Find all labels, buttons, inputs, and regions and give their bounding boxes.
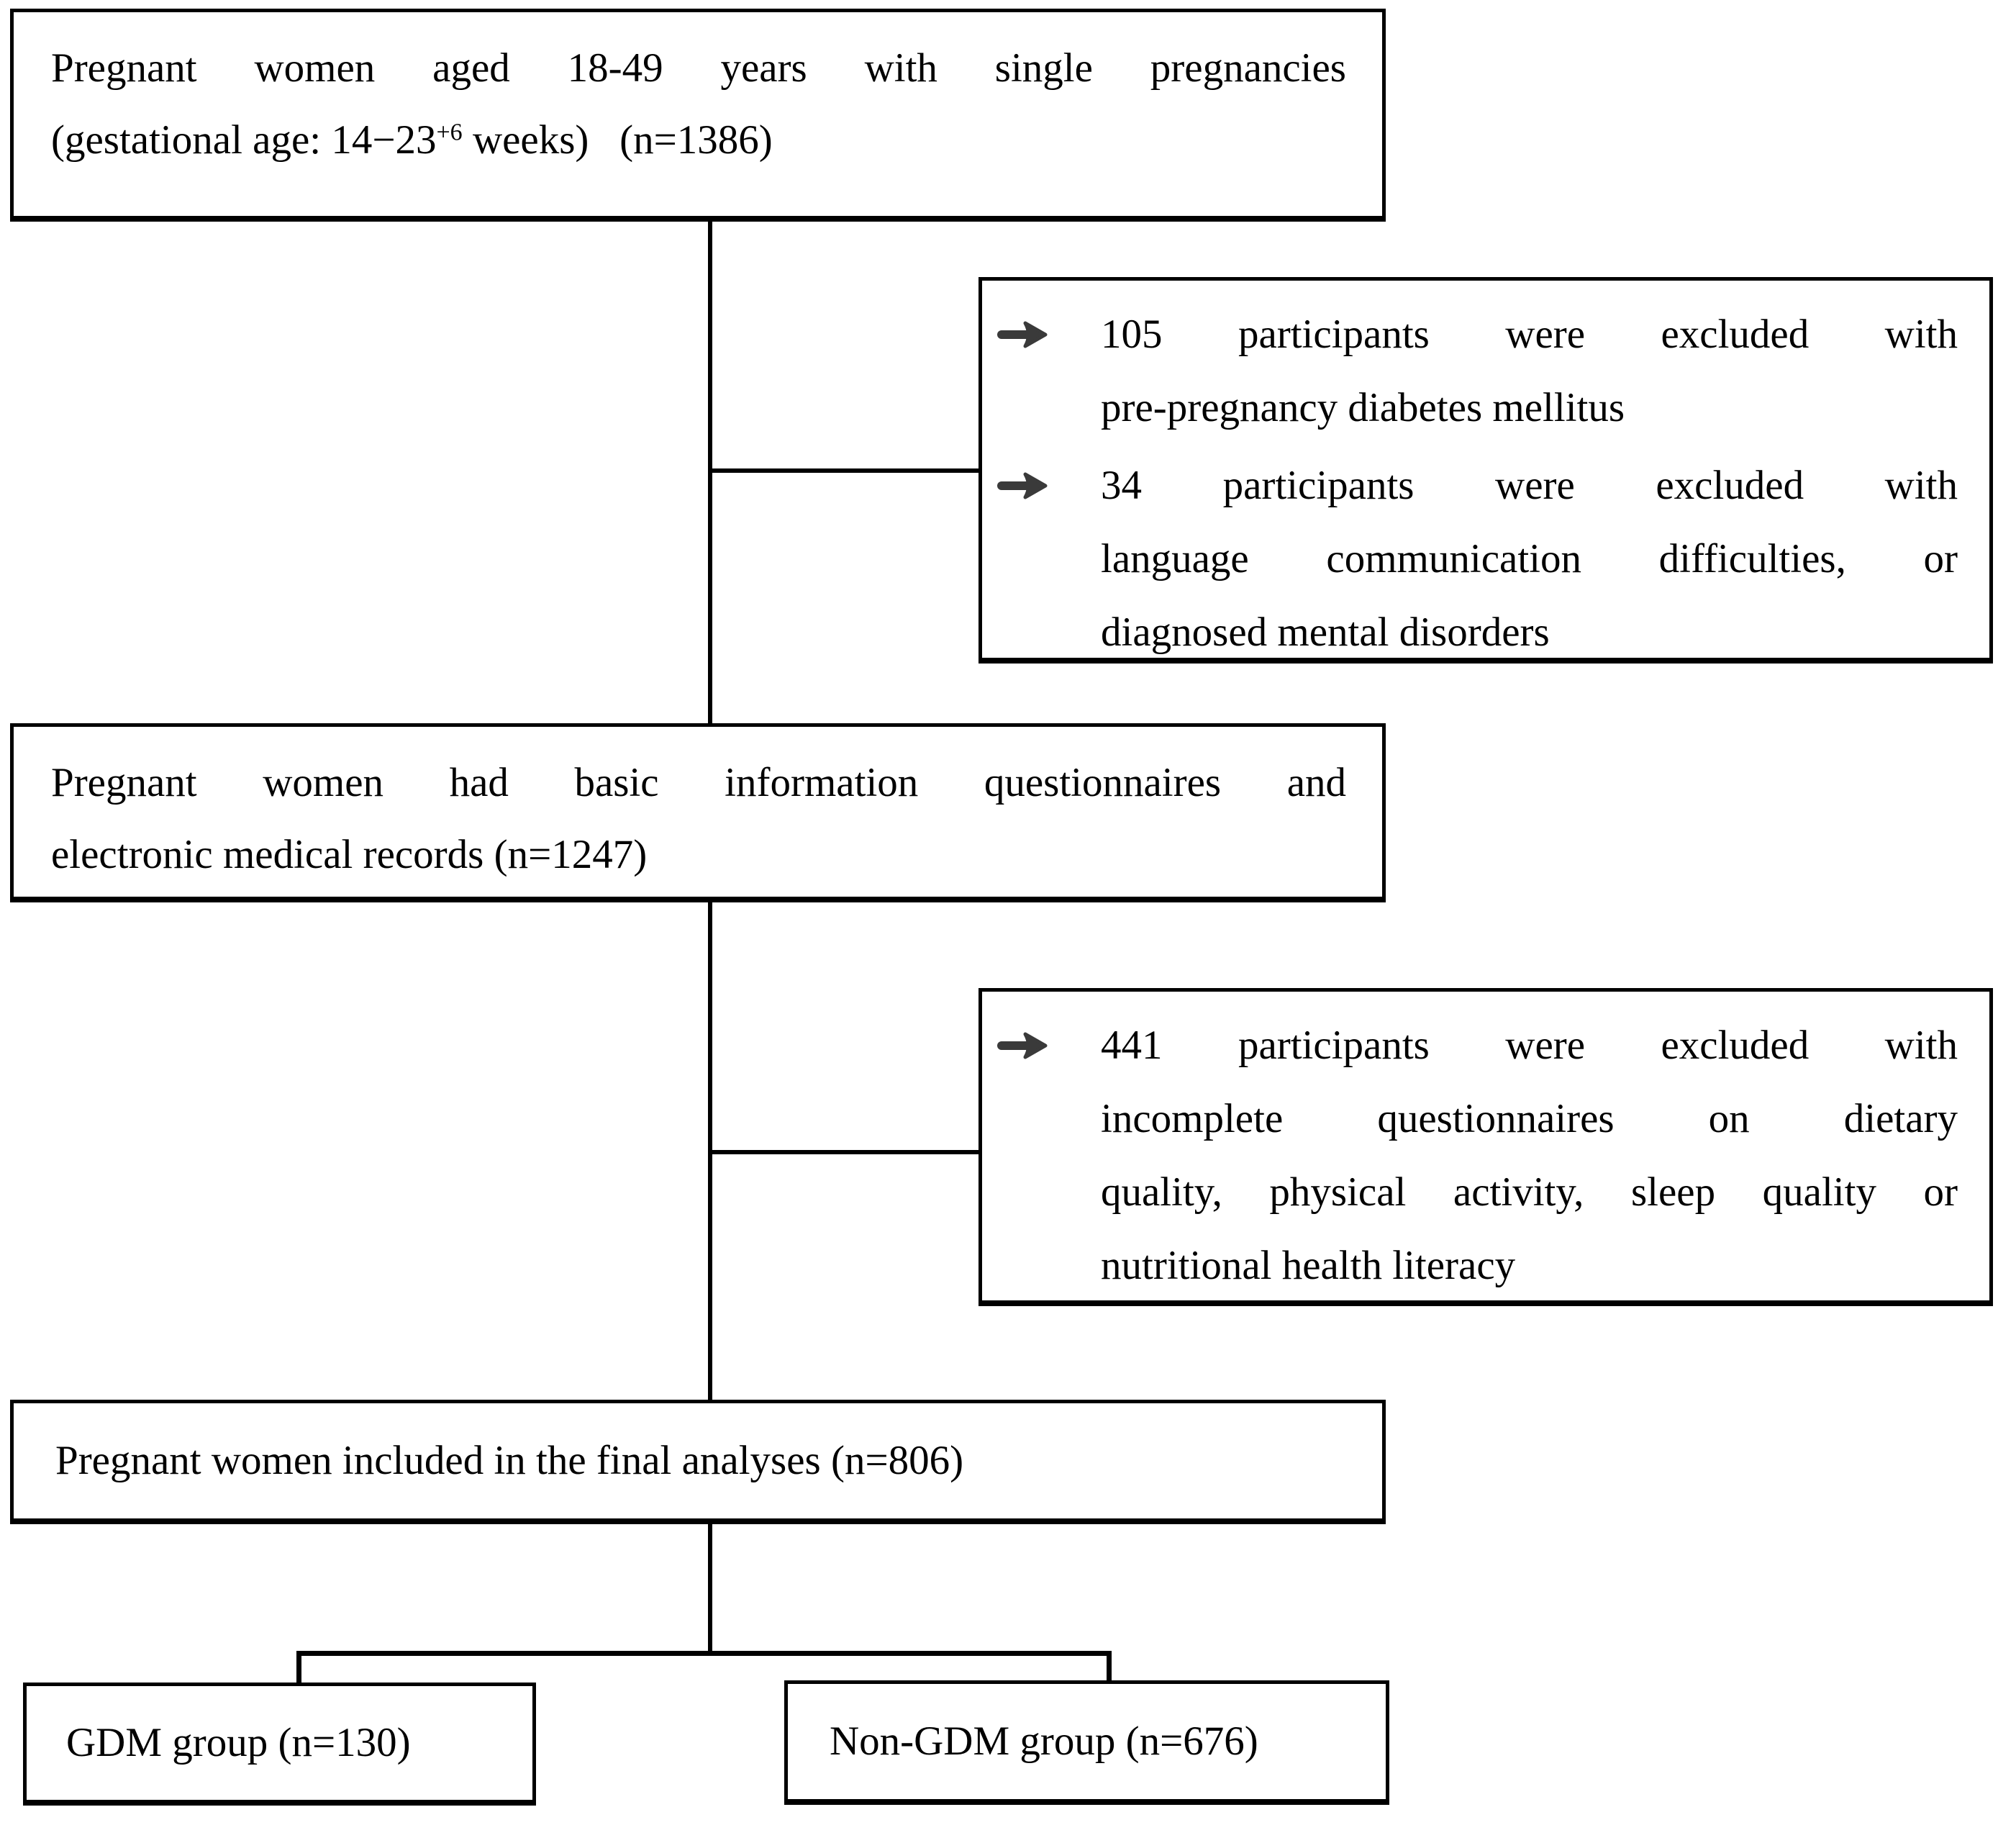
exclusion-item-text: 105 participants were excluded with pre-…	[1101, 298, 1958, 445]
gestational-age-text: (gestational age: 14−23	[51, 117, 437, 163]
connector-to-exclusion-2	[711, 1150, 979, 1154]
exclusion-line: 34 participants were excluded with	[1101, 463, 1958, 508]
connector-final-to-branch	[708, 1524, 712, 1655]
enrollment-box: Pregnant women aged 18-49 years with sin…	[10, 9, 1386, 222]
enrollment-count-text: weeks) (n=1386)	[462, 117, 773, 163]
enrollment-line-1: Pregnant women aged 18-49 years with sin…	[51, 45, 1346, 91]
exclusion-item: 441 participants were excluded with inco…	[996, 1009, 1958, 1303]
exclusion-line: 105 participants were excluded with	[1101, 312, 1958, 357]
branch-stub-gdm	[296, 1651, 301, 1685]
connector-to-exclusion-1	[711, 468, 979, 473]
exclusion-item-text: 34 participants were excluded with langu…	[1101, 449, 1958, 669]
exclusion-line: nutritional health literacy	[1101, 1243, 1516, 1288]
records-line-1: Pregnant women had basic information que…	[51, 760, 1346, 805]
branch-line	[296, 1651, 1112, 1656]
arrow-right-icon	[996, 298, 1101, 351]
records-box: Pregnant women had basic information que…	[10, 723, 1386, 902]
exclusion-item-text: 441 participants were excluded with inco…	[1101, 1009, 1958, 1303]
final-analyses-text: Pregnant women included in the final ana…	[55, 1438, 964, 1483]
exclusion-line: pre-pregnancy diabetes mellitus	[1101, 385, 1625, 430]
gestational-age-superscript: +6	[436, 119, 463, 146]
exclusion-line: incomplete questionnaires on dietary	[1101, 1096, 1958, 1141]
exclusion-line: language communication difficulties, or	[1101, 536, 1958, 581]
final-analyses-box: Pregnant women included in the final ana…	[10, 1400, 1386, 1524]
gdm-group-text: GDM group (n=130)	[66, 1720, 411, 1765]
exclusion-line: diagnosed mental disorders	[1101, 610, 1550, 655]
arrow-right-icon	[996, 449, 1101, 502]
records-line-2: electronic medical records (n=1247)	[51, 832, 648, 877]
exclusion-line: quality, physical activity, sleep qualit…	[1101, 1169, 1958, 1215]
connector-enrollment-to-records	[708, 222, 712, 725]
exclusion-item: 34 participants were excluded with langu…	[996, 449, 1958, 669]
arrow-right-icon	[996, 1009, 1101, 1062]
gdm-group-box: GDM group (n=130)	[23, 1683, 536, 1806]
connector-records-to-final	[708, 902, 712, 1402]
exclusion-box-1: 105 participants were excluded with pre-…	[979, 277, 1993, 664]
enrollment-line-2: (gestational age: 14−23+6 weeks) (n=1386…	[51, 104, 1346, 176]
exclusion-box-2: 441 participants were excluded with inco…	[979, 988, 1993, 1306]
non-gdm-group-text: Non-GDM group (n=676)	[830, 1718, 1258, 1764]
branch-stub-nongdm	[1107, 1651, 1112, 1683]
exclusion-item: 105 participants were excluded with pre-…	[996, 298, 1958, 445]
exclusion-line: 441 participants were excluded with	[1101, 1023, 1958, 1068]
non-gdm-group-box: Non-GDM group (n=676)	[784, 1680, 1389, 1805]
